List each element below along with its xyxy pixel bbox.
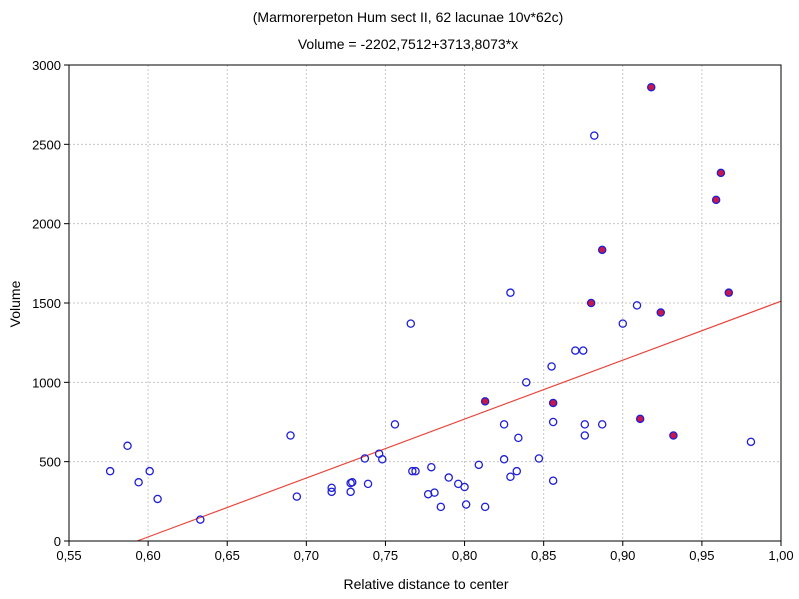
x-tick-label: 0,70 <box>294 548 319 563</box>
data-point <box>460 482 469 492</box>
data-point <box>499 420 509 429</box>
data-point <box>480 502 490 512</box>
data-point-filled <box>480 397 490 406</box>
data-point-filled <box>656 308 666 317</box>
data-point <box>578 346 588 355</box>
y-tick-label: 2000 <box>32 217 61 232</box>
x-tick-label: 0,65 <box>215 548 240 563</box>
data-point <box>360 454 370 463</box>
data-point <box>292 492 302 501</box>
data-point-filled <box>716 168 726 178</box>
regression-line <box>137 300 782 542</box>
data-point-filled <box>647 82 656 92</box>
data-point-filled <box>711 195 721 205</box>
regression-line-path <box>137 300 782 542</box>
y-tick-label: 3000 <box>32 58 61 73</box>
data-point <box>499 455 509 464</box>
data-point <box>134 478 143 487</box>
x-tick-label: 0,85 <box>531 548 556 563</box>
x-tick-label: 0,95 <box>689 548 714 563</box>
data-point-filled <box>597 245 607 255</box>
y-tick-label: 2500 <box>32 137 61 152</box>
data-point <box>474 460 484 470</box>
data-point <box>327 487 336 497</box>
data-point <box>746 437 756 447</box>
data-point <box>286 431 295 440</box>
data-point <box>522 378 531 387</box>
data-point-filled <box>548 398 558 408</box>
data-point <box>363 479 373 489</box>
data-point <box>590 131 599 140</box>
y-tick-label: 1000 <box>32 375 61 390</box>
data-point <box>461 500 471 509</box>
data-point <box>378 455 387 464</box>
data-point <box>406 319 416 328</box>
data-point <box>105 466 115 476</box>
data-point <box>444 473 453 482</box>
data-point-filled <box>635 414 645 424</box>
x-tick-label: 1,00 <box>768 548 793 563</box>
data-point <box>436 502 446 512</box>
x-tick-label: 0,80 <box>452 548 477 563</box>
data-point <box>390 420 400 429</box>
data-point-filled <box>586 298 596 308</box>
data-point <box>427 462 436 472</box>
data-point <box>618 319 628 328</box>
data-points <box>105 82 756 524</box>
data-point <box>580 420 590 429</box>
data-point-filled <box>724 288 734 297</box>
data-point <box>580 431 590 440</box>
data-point <box>145 466 154 476</box>
data-point <box>327 483 336 493</box>
data-point <box>597 420 607 429</box>
data-point <box>534 454 544 463</box>
y-tick-label: 1500 <box>32 296 61 311</box>
x-tick-label: 0,75 <box>373 548 398 563</box>
data-point <box>408 466 417 476</box>
x-axis-ticks: 0,55 0,60 0,65 0,70 0,75 0,80 0,85 0,90 0,95 1,00 <box>56 541 794 563</box>
x-tick-label: 0,60 <box>135 548 160 563</box>
data-point <box>506 288 515 297</box>
y-axis-label: Volume <box>7 280 23 327</box>
data-point <box>411 466 420 476</box>
data-point <box>512 466 522 476</box>
y-tick-label: 500 <box>39 455 61 470</box>
data-point <box>548 417 558 427</box>
data-point <box>347 478 357 487</box>
data-point <box>632 301 642 310</box>
y-tick-label: 0 <box>54 534 61 549</box>
data-point <box>153 494 162 504</box>
data-point <box>196 515 205 524</box>
data-point <box>506 472 515 481</box>
x-tick-label: 0,55 <box>56 548 81 563</box>
data-point <box>514 433 523 443</box>
data-point <box>548 476 558 485</box>
y-axis-ticks: 0 500 1000 1500 2000 2500 3000 <box>32 58 69 549</box>
data-point <box>571 346 580 355</box>
data-point <box>547 362 556 371</box>
data-point <box>123 441 132 451</box>
grid-lines <box>69 65 781 541</box>
chart-title: (Marmorerpeton Hum sect II, 62 lacunae 1… <box>253 9 563 25</box>
x-tick-label: 0,90 <box>610 548 635 563</box>
x-axis-label: Relative distance to center <box>344 576 509 592</box>
chart-subtitle: Volume = -2202,7512+3713,8073*x <box>298 36 518 52</box>
data-point <box>430 488 439 497</box>
data-point-filled <box>669 431 678 440</box>
data-point <box>346 487 355 497</box>
